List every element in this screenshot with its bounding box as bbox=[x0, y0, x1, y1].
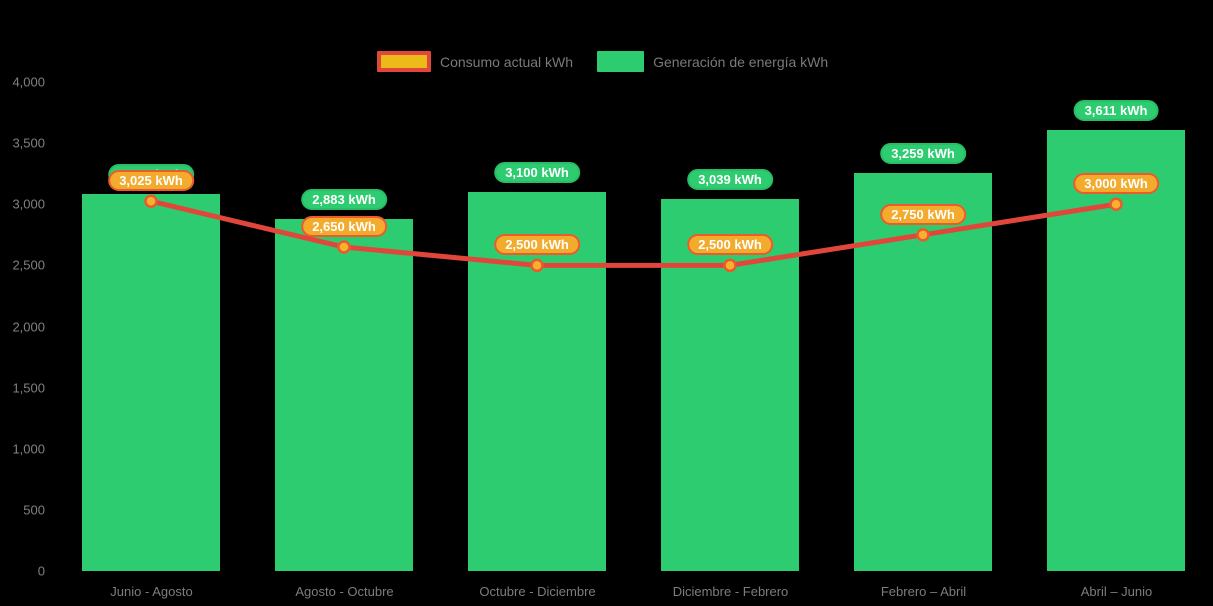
generation-value-label: 2,883 kWh bbox=[301, 188, 387, 210]
consumption-value-label: 2,500 kWh bbox=[687, 234, 773, 256]
generation-value-label: 3,100 kWh bbox=[494, 162, 580, 184]
generation-bar bbox=[854, 172, 992, 571]
consumption-value-label: 3,000 kWh bbox=[1073, 173, 1159, 195]
generation-bar bbox=[82, 193, 220, 571]
generation-value-label: 3,039 kWh bbox=[687, 169, 773, 191]
y-axis-tick-label: 2,000 bbox=[12, 319, 45, 334]
x-axis-tick-label: Junio - Agosto bbox=[110, 584, 193, 599]
x-axis-tick-label: Abril – Junio bbox=[1080, 584, 1153, 599]
legend-label-generacion: Generación de energía kWh bbox=[653, 53, 829, 70]
y-axis-tick-label: 2,500 bbox=[12, 257, 45, 273]
y-axis-tick-label: 0 bbox=[37, 563, 45, 579]
y-axis-tick-label: 500 bbox=[23, 502, 45, 518]
y-axis-tick-label: 1,500 bbox=[12, 380, 45, 396]
consumption-value-label: 2,500 kWh bbox=[494, 234, 580, 256]
generation-bar bbox=[275, 218, 413, 571]
generation-value-label: 3,259 kWh bbox=[880, 142, 966, 164]
consumo-line-swatch-icon bbox=[377, 51, 431, 72]
y-axis-tick-label: 3,000 bbox=[12, 196, 45, 212]
consumption-value-label: 2,750 kWh bbox=[880, 203, 966, 225]
generation-value-label: 3,611 kWh bbox=[1073, 99, 1159, 121]
y-axis-tick-label: 1,000 bbox=[12, 441, 45, 457]
consumption-value-label: 3,025 kWh bbox=[108, 170, 194, 192]
legend-item-generacion[interactable]: Generación de energía kWh bbox=[597, 51, 828, 72]
x-axis-tick-label: Diciembre - Febrero bbox=[672, 584, 789, 599]
generation-bar bbox=[1047, 129, 1185, 571]
y-axis-tick-label: 3,500 bbox=[12, 135, 45, 151]
y-axis-tick-label: 4,000 bbox=[12, 74, 45, 90]
chart-legend: Consumo actual kWh Generación de energía… bbox=[377, 51, 828, 72]
legend-label-consumo: Consumo actual kWh bbox=[440, 53, 574, 70]
x-axis-tick-label: Octubre - Diciembre bbox=[479, 584, 596, 599]
x-axis-tick-label: Febrero – Abril bbox=[880, 584, 967, 599]
consumption-value-label: 2,650 kWh bbox=[301, 216, 387, 238]
x-axis-tick-label: Agosto - Octubre bbox=[295, 584, 394, 599]
generacion-bar-swatch-icon bbox=[597, 51, 645, 72]
legend-item-consumo[interactable]: Consumo actual kWh bbox=[377, 51, 573, 72]
